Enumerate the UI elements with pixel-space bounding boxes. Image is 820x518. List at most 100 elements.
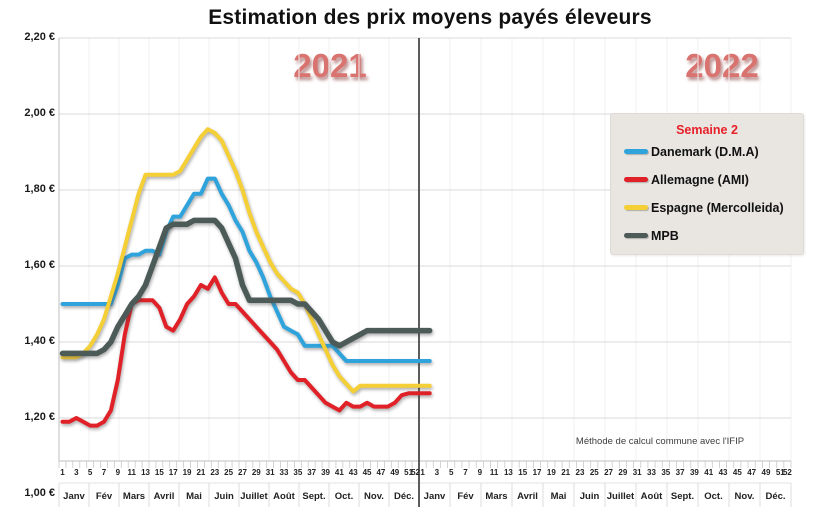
legend-item-label: MPB <box>651 228 679 243</box>
week-tick-label: 39 <box>689 468 699 477</box>
week-tick-label: 31 <box>632 468 642 477</box>
week-tick-label: 17 <box>168 468 178 477</box>
week-tick-label: 21 <box>561 468 571 477</box>
week-tick-label: 45 <box>362 468 372 477</box>
week-tick-label: 15 <box>154 468 164 477</box>
legend-item: Danemark (D.M.A) <box>611 138 803 165</box>
week-tick-label: 19 <box>546 468 556 477</box>
week-tick-label: 29 <box>618 468 628 477</box>
month-label: Avril <box>517 491 538 502</box>
week-tick-label: 3 <box>434 468 440 477</box>
y-tick-label: 2,20 € <box>24 31 55 43</box>
month-label: Mai <box>550 491 567 502</box>
week-tick-label: 9 <box>115 468 121 477</box>
week-tick-label: 51 <box>404 468 414 477</box>
week-tick-label: 7 <box>463 468 468 477</box>
series-Danemark (D.M.A) <box>60 176 432 363</box>
week-tick-label: 45 <box>732 468 742 477</box>
week-tick-label: 13 <box>141 468 150 477</box>
legend-swatch-icon <box>624 233 648 238</box>
week-tick-label: 23 <box>210 468 220 477</box>
month-label: Sept. <box>670 491 695 502</box>
week-tick-label: 25 <box>224 468 234 477</box>
y-tick-label: 1,20 € <box>24 411 55 423</box>
week-tick-label: 43 <box>718 468 728 477</box>
week-tick-label: 41 <box>704 468 714 477</box>
month-label: Mars <box>485 491 508 502</box>
week-tick-label: 52 <box>411 468 420 477</box>
legend-item-label: Espagne (Mercolleida) <box>651 200 784 215</box>
legend-header: Semaine 2 <box>676 123 738 137</box>
week-tick-label: 7 <box>101 468 107 477</box>
week-tick-label: 5 <box>87 468 93 477</box>
legend-swatch-icon <box>624 149 648 154</box>
week-tick-label: 23 <box>575 468 585 477</box>
month-label: Oct. <box>334 491 354 502</box>
y-tick-label: 1,80 € <box>24 183 55 195</box>
legend-item-label: Allemagne (AMI) <box>651 172 749 187</box>
legend-swatch-icon <box>624 205 648 210</box>
legend-item: Espagne (Mercolleida) <box>611 194 803 221</box>
legend-swatch-icon <box>624 177 648 182</box>
month-label: Oct. <box>704 491 723 502</box>
legend-item-label: Danemark (D.M.A) <box>651 144 759 159</box>
series-MPB <box>59 217 433 357</box>
month-label: Avril <box>153 491 175 502</box>
week-tick-label: 1 <box>420 468 425 477</box>
month-label: Janv <box>423 491 446 502</box>
week-tick-label: 47 <box>747 468 757 477</box>
month-label: Juillet <box>606 491 635 502</box>
month-label: Déc. <box>765 491 786 502</box>
chart-title: Estimation des prix moyens payés éleveur… <box>208 6 652 29</box>
year-label-2021: 2021 <box>293 47 367 84</box>
week-tick-label: 11 <box>489 468 499 477</box>
month-label: Août <box>273 491 295 502</box>
month-label: Août <box>640 491 663 502</box>
month-label: Juin <box>579 491 600 502</box>
month-label: Nov. <box>734 491 755 502</box>
footnote: Méthode de calcul commune avec l'IFIP <box>575 436 745 447</box>
week-tick-label: 15 <box>518 468 528 477</box>
week-tick-label: 1 <box>60 468 65 477</box>
week-tick-label: 5 <box>448 468 454 477</box>
week-tick-label: 13 <box>503 468 513 477</box>
y-tick-label: 1,40 € <box>24 335 55 347</box>
week-tick-label: 43 <box>348 468 358 477</box>
week-tick-label: 19 <box>182 468 192 477</box>
month-label: Fév <box>95 491 113 502</box>
week-tick-label: 47 <box>376 468 386 477</box>
month-label: Mai <box>186 491 202 502</box>
month-label: Sept. <box>302 491 326 502</box>
month-label: Nov. <box>364 491 384 502</box>
week-tick-label: 33 <box>279 468 289 477</box>
legend-item: MPB <box>611 222 803 249</box>
month-label: Juin <box>214 491 234 502</box>
week-tick-label: 27 <box>604 468 614 477</box>
week-tick-label: 29 <box>251 468 261 477</box>
week-tick-label: 27 <box>238 468 247 477</box>
week-tick-label: 21 <box>196 468 206 477</box>
week-tick-label: 35 <box>661 468 671 477</box>
week-tick-label: 35 <box>293 468 303 477</box>
week-tick-label: 41 <box>334 468 344 477</box>
y-tick-label: 1,60 € <box>24 259 55 271</box>
legend-items: Danemark (D.M.A) Allemagne (AMI) Espagne (… <box>611 138 803 249</box>
week-tick-label: 39 <box>321 468 330 477</box>
month-label: Janv <box>63 491 85 502</box>
month-label: Mars <box>122 491 146 502</box>
y-tick-label: 2,00 € <box>24 107 55 119</box>
series-Espagne (Mercolleida) <box>60 127 432 394</box>
week-tick-label: 49 <box>390 468 400 477</box>
week-tick-label: 17 <box>532 468 542 477</box>
week-tick-label: 49 <box>761 468 771 477</box>
series-Allemagne (AMI) <box>60 275 432 428</box>
week-tick-label: 11 <box>127 468 136 477</box>
y-tick-label: 1,00 € <box>24 487 55 499</box>
week-tick-label: 25 <box>589 468 599 477</box>
month-label: Déc. <box>393 491 415 502</box>
month-label: Juillet <box>240 491 268 502</box>
week-tick-label: 37 <box>307 468 317 477</box>
week-tick-label: 52 <box>782 468 792 477</box>
week-tick-label: 3 <box>74 468 79 477</box>
week-tick-label: 31 <box>265 468 275 477</box>
